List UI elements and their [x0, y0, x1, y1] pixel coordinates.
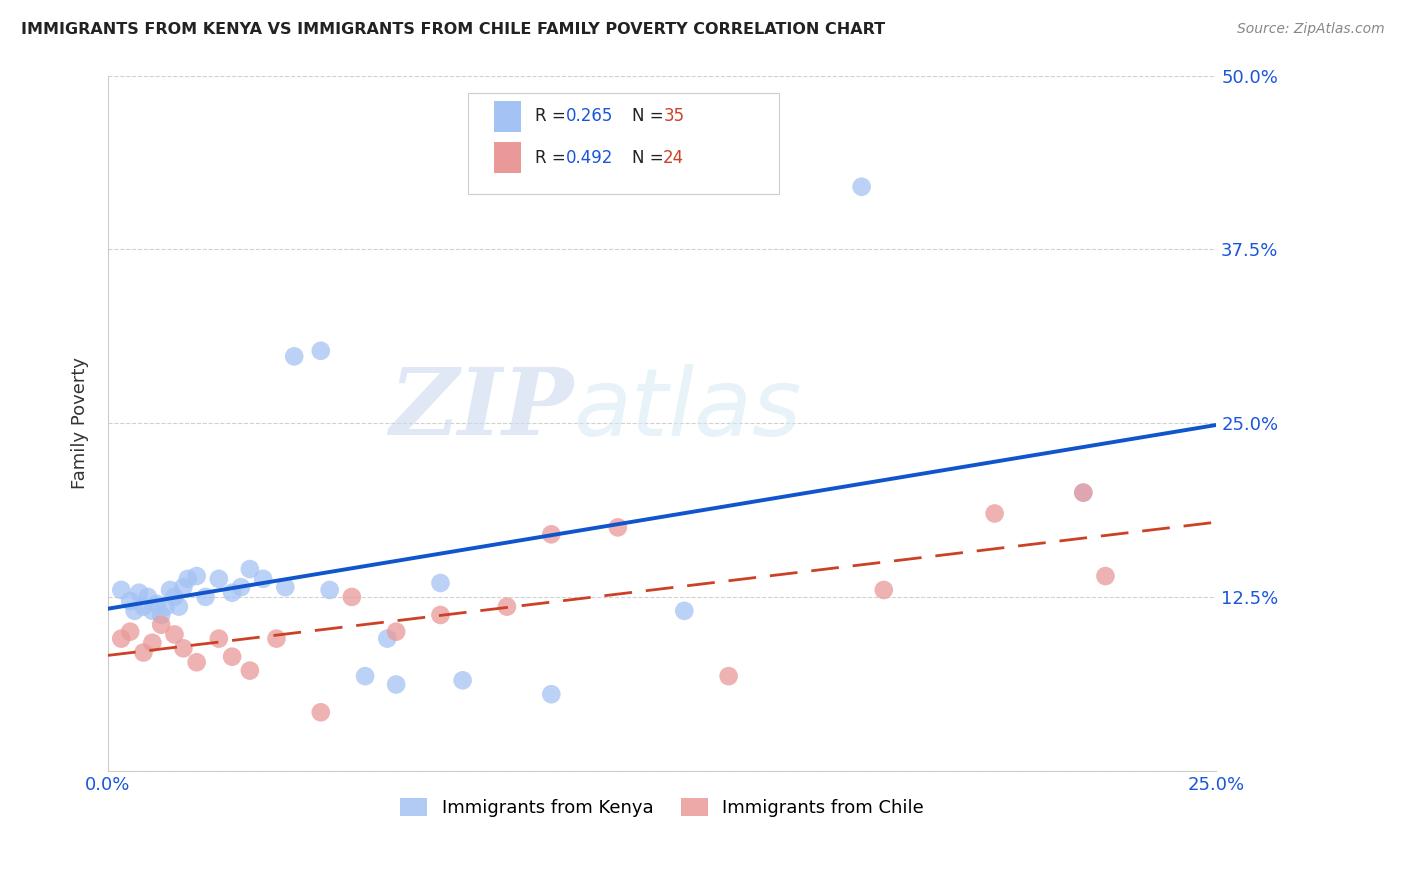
- Text: 24: 24: [664, 149, 685, 167]
- FancyBboxPatch shape: [468, 93, 779, 194]
- Point: [120, 594, 142, 608]
- Point: [340, 590, 363, 604]
- Point: [124, 604, 146, 618]
- Point: [318, 582, 340, 597]
- Text: 35: 35: [664, 107, 685, 126]
- Point: [141, 636, 163, 650]
- Point: [208, 572, 231, 586]
- Text: ZIP: ZIP: [389, 364, 574, 454]
- Point: [606, 520, 628, 534]
- Text: N =: N =: [633, 149, 669, 167]
- Text: R =: R =: [534, 107, 571, 126]
- Point: [110, 582, 132, 597]
- Point: [496, 599, 519, 614]
- Point: [239, 562, 262, 576]
- Point: [208, 632, 231, 646]
- Point: [309, 343, 332, 358]
- Point: [239, 664, 262, 678]
- Point: [194, 590, 217, 604]
- FancyBboxPatch shape: [494, 142, 522, 173]
- Text: 0.492: 0.492: [565, 149, 613, 167]
- FancyBboxPatch shape: [494, 101, 522, 132]
- Point: [172, 580, 194, 594]
- Point: [717, 669, 740, 683]
- Text: 0.265: 0.265: [565, 107, 613, 126]
- Point: [1071, 485, 1094, 500]
- Point: [851, 179, 873, 194]
- Point: [155, 599, 177, 614]
- Point: [429, 607, 451, 622]
- Point: [540, 687, 562, 701]
- Point: [167, 599, 190, 614]
- Point: [110, 632, 132, 646]
- Point: [150, 607, 173, 622]
- Legend: Immigrants from Kenya, Immigrants from Chile: Immigrants from Kenya, Immigrants from C…: [394, 790, 931, 824]
- Point: [150, 617, 173, 632]
- Point: [873, 582, 896, 597]
- Point: [354, 669, 377, 683]
- Point: [221, 585, 243, 599]
- Point: [136, 590, 159, 604]
- Point: [1071, 485, 1094, 500]
- Point: [159, 582, 181, 597]
- Point: [1094, 569, 1116, 583]
- Point: [673, 604, 696, 618]
- Point: [540, 527, 562, 541]
- Point: [177, 572, 200, 586]
- Point: [145, 597, 167, 611]
- Y-axis label: Family Poverty: Family Poverty: [72, 357, 89, 489]
- Text: N =: N =: [633, 107, 669, 126]
- Text: Source: ZipAtlas.com: Source: ZipAtlas.com: [1237, 22, 1385, 37]
- Point: [274, 580, 297, 594]
- Point: [283, 350, 305, 364]
- Text: R =: R =: [534, 149, 571, 167]
- Point: [186, 655, 208, 669]
- Point: [385, 677, 408, 691]
- Point: [141, 604, 163, 618]
- Point: [375, 632, 398, 646]
- Point: [132, 646, 155, 660]
- Point: [385, 624, 408, 639]
- Point: [132, 599, 155, 614]
- Point: [163, 627, 186, 641]
- Point: [429, 576, 451, 591]
- Point: [163, 590, 186, 604]
- Point: [983, 507, 1005, 521]
- Point: [309, 706, 332, 720]
- Point: [221, 649, 243, 664]
- Point: [252, 572, 274, 586]
- Point: [451, 673, 474, 688]
- Text: atlas: atlas: [574, 364, 801, 455]
- Point: [266, 632, 288, 646]
- Point: [229, 580, 252, 594]
- Point: [186, 569, 208, 583]
- Text: IMMIGRANTS FROM KENYA VS IMMIGRANTS FROM CHILE FAMILY POVERTY CORRELATION CHART: IMMIGRANTS FROM KENYA VS IMMIGRANTS FROM…: [21, 22, 886, 37]
- Point: [172, 641, 194, 656]
- Point: [120, 624, 142, 639]
- Point: [128, 585, 150, 599]
